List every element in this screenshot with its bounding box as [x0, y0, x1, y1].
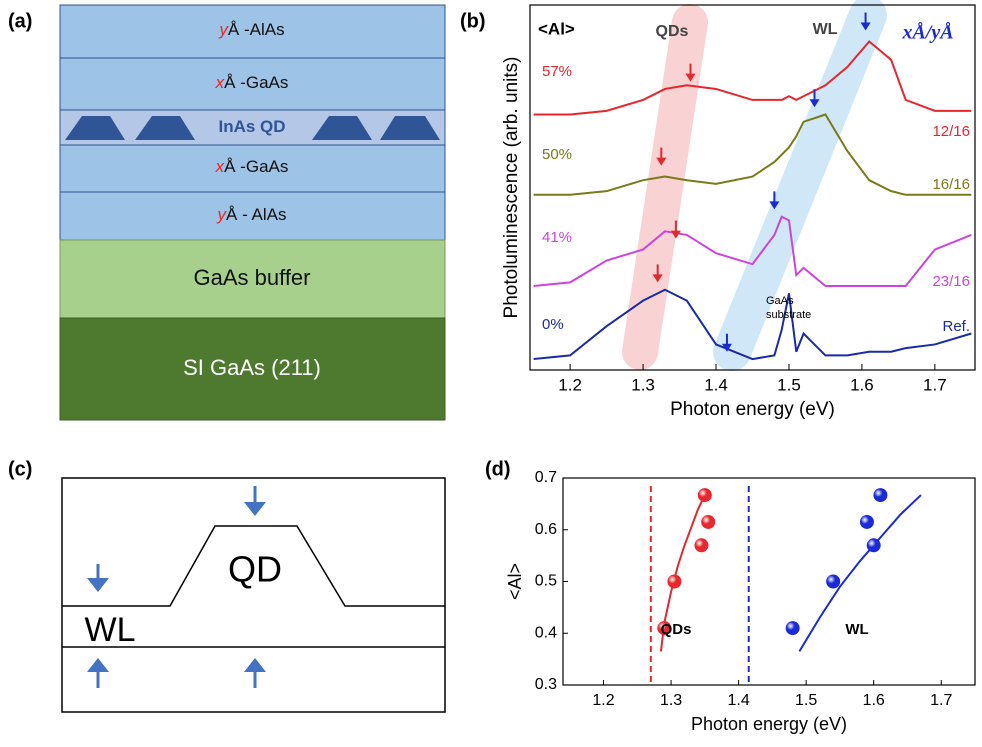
panel-label: (d): [485, 458, 511, 480]
layer-variable: x: [215, 73, 225, 92]
y-tick-label: 0.5: [535, 573, 557, 590]
layer-variable: x: [215, 157, 225, 176]
x-tick-label: 1.2: [592, 692, 614, 709]
data-point: [860, 515, 874, 529]
layer-label: SI GaAs (211): [183, 355, 321, 380]
x-tick-label: 1.6: [863, 692, 885, 709]
series-label: QDs: [661, 621, 692, 638]
x-tick-label: 1.7: [930, 692, 952, 709]
data-point: [786, 621, 800, 635]
series-name: 57%: [542, 63, 572, 80]
data-point: [867, 538, 881, 552]
qd-label: QDs: [656, 23, 689, 40]
plot-frame: [563, 478, 975, 685]
x-tick-label: 1.4: [704, 375, 728, 394]
layer-text: Å -GaAs: [224, 73, 288, 92]
legend-title: xÅ/yÅ: [901, 22, 953, 44]
y-tick-label: 0.4: [535, 624, 557, 641]
x-tick-label: 1.3: [660, 692, 682, 709]
data-point: [873, 488, 887, 502]
series-name: 50%: [542, 146, 572, 163]
x-axis-label: Photon energy (eV): [691, 714, 847, 734]
page: { "panel_labels":["(a)","(b)","(c)","(d)…: [0, 0, 982, 747]
y-axis-label: Photoluminescence (arb. units): [501, 57, 522, 319]
x-tick-label: 1.5: [795, 692, 817, 709]
series-name: 0%: [542, 316, 564, 333]
layer-text: InAs QD: [218, 117, 285, 136]
qd-label: QD: [228, 549, 282, 590]
substrate-label: substrate: [766, 309, 811, 321]
layer-text: SI GaAs (211): [183, 355, 321, 380]
figure: (a)(b)(c)(d)yÅ -AlAsxÅ -GaAsInAs QDxÅ -G…: [0, 0, 982, 742]
y-axis-label: <Al>: [505, 563, 525, 600]
sample-label: 16/16: [932, 176, 970, 193]
data-point: [826, 575, 840, 589]
sample-label: Ref.: [942, 318, 970, 335]
data-point: [694, 538, 708, 552]
group-label: <Al>: [538, 19, 575, 38]
series-name: 41%: [542, 229, 572, 246]
spectrum: [534, 115, 972, 195]
layer-label: yÅ -AlAs: [218, 20, 284, 39]
data-point: [698, 488, 712, 502]
x-tick-label: 1.4: [727, 692, 749, 709]
layer-label: xÅ -GaAs: [215, 73, 289, 92]
layer-label: InAs QD: [218, 117, 285, 136]
layer-text: GaAs buffer: [194, 265, 311, 290]
x-tick-label: 1.3: [631, 375, 655, 394]
spectrum: [534, 42, 972, 115]
panel-label: (a): [8, 10, 32, 32]
x-tick-label: 1.5: [777, 375, 801, 394]
x-axis-label: Photon energy (eV): [670, 399, 835, 420]
qd-band: [640, 22, 690, 352]
layer-label: yÅ - AlAs: [217, 205, 287, 224]
x-tick-label: 1.2: [558, 375, 582, 394]
y-tick-label: 0.7: [535, 469, 557, 486]
x-tick-label: 1.7: [923, 375, 947, 394]
panel-label: (b): [460, 10, 486, 32]
substrate-label: GaAs: [766, 295, 794, 307]
wl-label: WL: [85, 611, 136, 649]
layer-label: GaAs buffer: [194, 265, 311, 290]
y-tick-label: 0.6: [535, 521, 557, 538]
x-tick-label: 1.6: [850, 375, 874, 394]
sample-label: 23/16: [932, 273, 970, 290]
wl-label: WL: [813, 21, 838, 38]
layer-text: Å -AlAs: [228, 20, 285, 39]
data-point: [701, 515, 715, 529]
data-point: [667, 575, 681, 589]
layer-text: Å -GaAs: [224, 157, 288, 176]
layer-text: Å - AlAs: [226, 205, 286, 224]
layer-label: xÅ -GaAs: [215, 157, 289, 176]
sample-label: 12/16: [932, 123, 970, 140]
series-label: WL: [845, 621, 868, 638]
y-tick-label: 0.3: [535, 676, 557, 693]
panel-label: (c): [8, 458, 32, 480]
